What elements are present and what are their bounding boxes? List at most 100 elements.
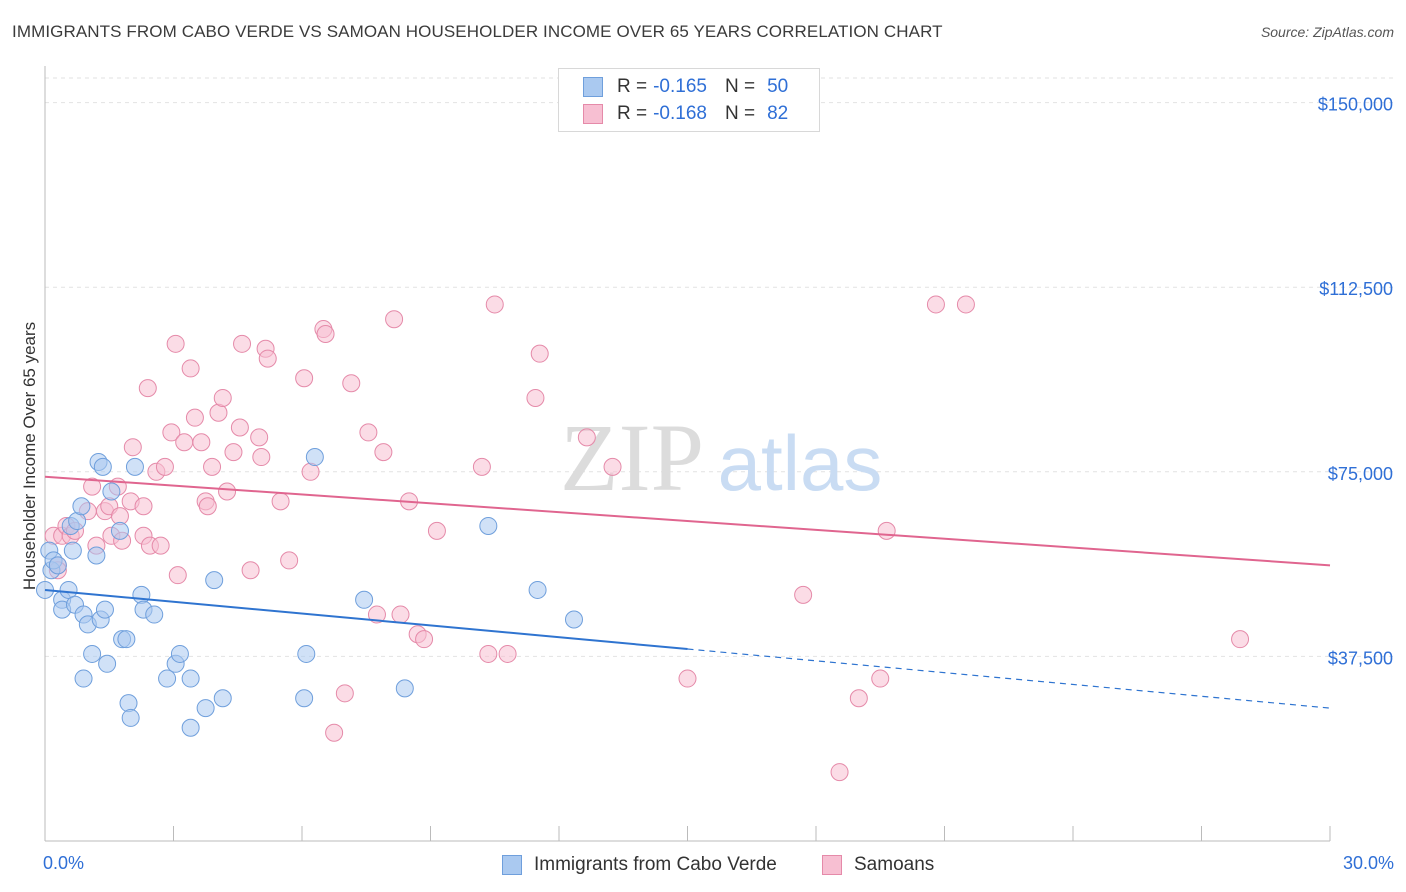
- samoan-point: [335, 684, 354, 703]
- samoan-point: [415, 630, 434, 649]
- samoan-point: [391, 605, 410, 624]
- x-tick-label: 0.0%: [43, 853, 84, 873]
- cabo-verde-point: [83, 644, 102, 663]
- samoan-point: [271, 492, 290, 511]
- r-value: -0.168: [653, 103, 707, 124]
- samoan-point: [258, 349, 277, 368]
- cabo-verde-point: [117, 630, 136, 649]
- cabo-verde-point: [295, 689, 314, 708]
- samoan-point: [218, 482, 237, 501]
- samoan-point: [603, 457, 622, 476]
- cabo-verde-point: [158, 669, 177, 688]
- tick-labels: $37,500 $75,000 $112,500 $150,000 0.0% 30.0%: [43, 95, 1394, 873]
- cabo-verde-point: [121, 708, 140, 727]
- legend-label: Samoans: [854, 854, 935, 875]
- legend-row-samoans: R = -0.168 N = 82: [583, 101, 788, 127]
- cabo-verde-point: [528, 580, 547, 599]
- samoan-point: [678, 669, 697, 688]
- samoans-points: [44, 295, 1250, 782]
- samoan-point: [385, 310, 404, 329]
- cabo-verde-point: [72, 497, 91, 516]
- cabo-verde-point: [479, 516, 498, 535]
- samoan-point: [498, 644, 517, 663]
- cabo-verde-point: [48, 556, 67, 575]
- source-label: Source: ZipAtlas.com: [1260, 24, 1394, 40]
- n-label: N =: [724, 76, 756, 97]
- samoan-point: [830, 763, 849, 782]
- y-tick-label: $150,000: [1318, 95, 1393, 115]
- samoan-point: [849, 689, 868, 708]
- samoan-point: [192, 433, 211, 452]
- y-tick-label: $37,500: [1328, 648, 1393, 668]
- cabo-verde-point: [74, 669, 93, 688]
- samoan-point: [295, 369, 314, 388]
- cabo-verde-point: [102, 482, 121, 501]
- chart-title: IMMIGRANTS FROM CABO VERDE VS SAMOAN HOU…: [12, 22, 943, 41]
- samoan-point: [166, 334, 185, 353]
- cabo-verde-point: [181, 669, 200, 688]
- cabo-verde-point: [98, 654, 117, 673]
- cabo-verde-point: [355, 590, 374, 609]
- cabo-verde-point: [87, 546, 106, 565]
- x-tick-label: 30.0%: [1343, 853, 1394, 873]
- cabo-verde-point: [110, 521, 129, 540]
- samoan-point: [956, 295, 975, 314]
- cabo-verde-point: [305, 448, 324, 467]
- samoan-trend-line: [44, 475, 1331, 567]
- legend-swatch-blue: [502, 855, 522, 875]
- n-value: 50: [767, 76, 789, 97]
- cabo-verde-point: [170, 644, 189, 663]
- samoan-point: [230, 418, 249, 437]
- cabo-verde-point: [181, 718, 200, 737]
- samoan-point: [162, 423, 181, 442]
- watermark-zip: ZIP: [560, 404, 704, 511]
- cabo-verde-point: [132, 585, 151, 604]
- trend-lines: [44, 475, 1331, 709]
- r-label: R =: [617, 76, 648, 97]
- axes: [44, 66, 1331, 842]
- samoan-point: [479, 644, 498, 663]
- samoan-point: [427, 521, 446, 540]
- series-legend: Immigrants from Cabo Verde Samoans: [0, 851, 1406, 879]
- samoan-point: [213, 388, 232, 407]
- samoan-point: [138, 379, 157, 398]
- samoan-point: [472, 457, 491, 476]
- cabo-verde-point: [297, 644, 316, 663]
- cabo-verde-point: [564, 610, 583, 629]
- samoan-point: [203, 457, 222, 476]
- samoan-point: [485, 295, 504, 314]
- samoan-point: [1231, 630, 1250, 649]
- legend-swatch-blue: [583, 77, 603, 97]
- samoan-point: [198, 497, 217, 516]
- cabo-verde-points: [36, 448, 583, 737]
- samoan-point: [250, 428, 269, 447]
- samoan-point: [233, 334, 252, 353]
- samoan-point: [151, 536, 170, 555]
- legend-item-cabo-verde[interactable]: Immigrants from Cabo Verde: [502, 851, 777, 879]
- cabo-verde-point: [93, 457, 112, 476]
- samoan-point: [168, 566, 187, 585]
- samoan-point: [252, 448, 271, 467]
- samoan-point: [83, 477, 102, 496]
- samoan-point: [134, 497, 153, 516]
- legend-row-cabo-verde: R = -0.165 N = 50: [583, 74, 788, 100]
- r-value: -0.165: [653, 76, 707, 97]
- samoan-point: [123, 438, 142, 457]
- samoan-point: [577, 428, 596, 447]
- watermark: ZIP atlas: [560, 404, 882, 511]
- samoan-point: [224, 443, 243, 462]
- samoan-point: [359, 423, 378, 442]
- samoan-point: [530, 344, 549, 363]
- legend-swatch-pink: [583, 104, 603, 124]
- cabo-verde-point: [95, 600, 114, 619]
- cabo-verde-point: [145, 605, 164, 624]
- cabo-verde-point: [63, 541, 82, 560]
- r-label: R =: [617, 103, 648, 124]
- legend-item-samoans[interactable]: Samoans: [822, 851, 934, 879]
- samoan-point: [316, 324, 335, 343]
- samoan-point: [181, 359, 200, 378]
- samoan-point: [877, 521, 896, 540]
- samoan-point: [526, 388, 545, 407]
- samoan-point: [926, 295, 945, 314]
- samoan-point: [155, 457, 174, 476]
